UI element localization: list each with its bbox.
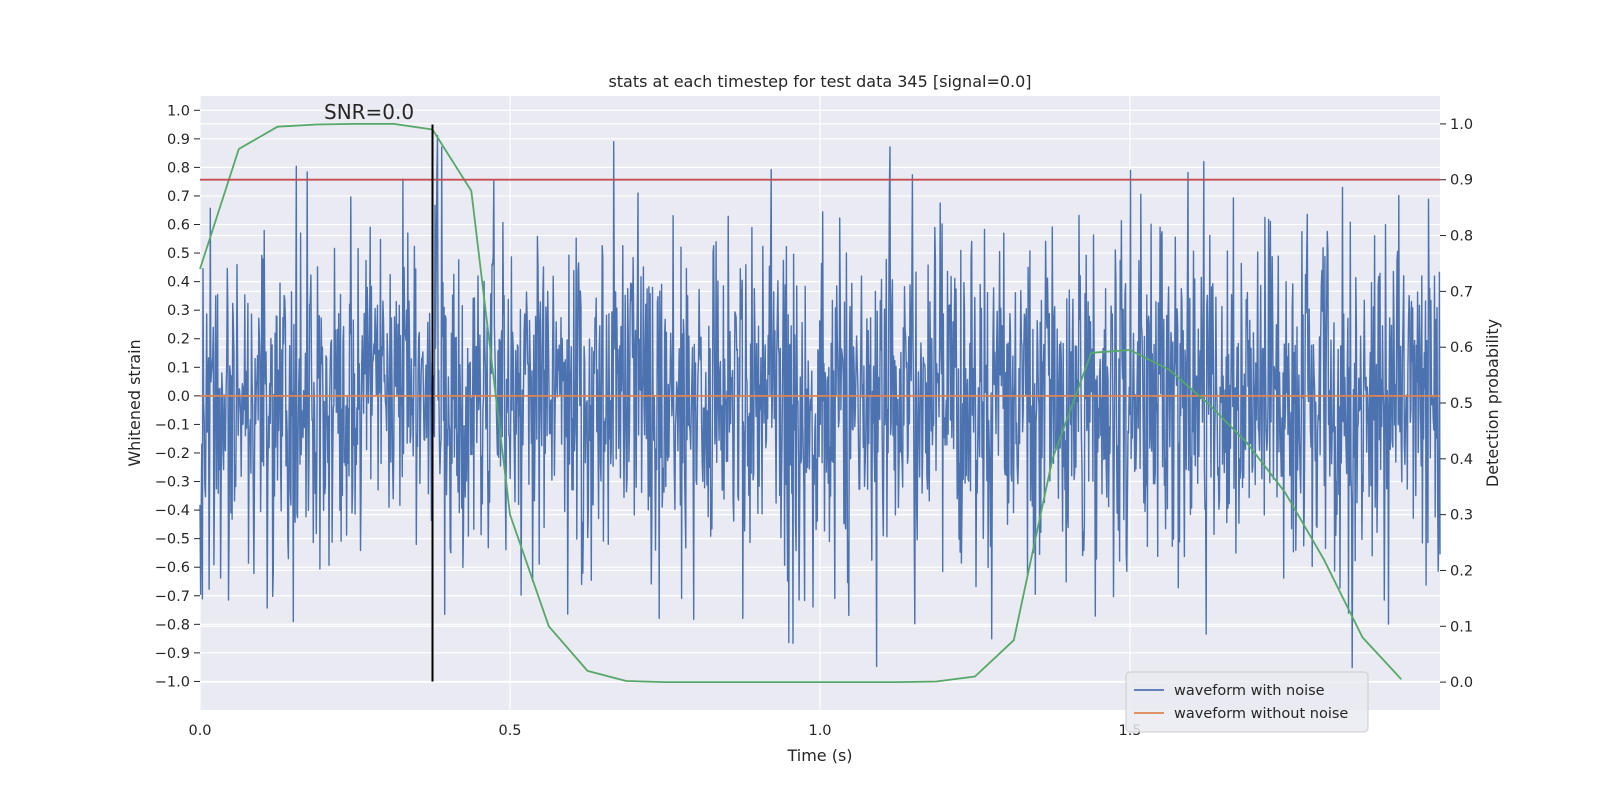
y-right-tick-label: 0.3 bbox=[1450, 508, 1473, 524]
legend-label: waveform without noise bbox=[1174, 706, 1348, 722]
legend-label: waveform with noise bbox=[1174, 683, 1325, 699]
y-axis-right-label: Detection probability bbox=[1483, 319, 1502, 487]
y-left-tick-label: 1.0 bbox=[167, 103, 190, 119]
y-right-tick-label: 0.8 bbox=[1450, 229, 1473, 245]
x-tick-label: 0.0 bbox=[188, 723, 211, 739]
y-right-tick-label: 0.0 bbox=[1450, 675, 1473, 691]
y-left-tick-label: 0.9 bbox=[167, 132, 190, 148]
y-left-tick-label: −0.4 bbox=[155, 503, 190, 519]
y-left-tick-label: −0.2 bbox=[155, 446, 190, 462]
y-left-tick-label: −0.5 bbox=[155, 532, 190, 548]
series-line-detection-probability bbox=[199, 123, 1402, 683]
y-left-tick-label: 0.7 bbox=[167, 189, 190, 205]
y-right-tick-label: 0.4 bbox=[1450, 452, 1473, 468]
y-right-tick-label: 0.9 bbox=[1450, 173, 1473, 189]
y-right-tick-label: 0.7 bbox=[1450, 284, 1473, 300]
y-left-tick-label: −0.9 bbox=[155, 646, 190, 662]
x-tick-label: 0.5 bbox=[498, 723, 521, 739]
y-left-tick-label: 0.5 bbox=[167, 246, 190, 262]
y-left-tick-label: 0.3 bbox=[167, 303, 190, 319]
y-left-tick-label: −0.1 bbox=[155, 417, 190, 433]
series-layer bbox=[199, 123, 1441, 683]
x-tick-label: 1.0 bbox=[808, 723, 831, 739]
y-left-tick-label: −0.3 bbox=[155, 475, 190, 491]
y-axis-left-label: Whitened strain bbox=[125, 339, 144, 466]
y-right-tick-label: 0.5 bbox=[1450, 396, 1473, 412]
y-left-tick-label: 0.0 bbox=[167, 389, 190, 405]
y-right-tick-label: 1.0 bbox=[1450, 117, 1473, 133]
y-left-tick-label: 0.4 bbox=[167, 275, 190, 291]
y-left-tick-label: 0.1 bbox=[167, 360, 190, 376]
series-line-waveform-with-noise bbox=[199, 134, 1441, 669]
y-left-tick-label: 0.2 bbox=[167, 332, 190, 348]
y-right-tick-label: 0.1 bbox=[1450, 619, 1473, 635]
y-left-tick-label: −0.7 bbox=[155, 589, 190, 605]
legend: waveform with noise waveform without nois… bbox=[1125, 671, 1369, 733]
y-left-tick-label: 0.8 bbox=[167, 160, 190, 176]
x-axis-label: Time (s) bbox=[786, 746, 852, 765]
axes-layer: 0.00.51.01.51.00.90.80.70.60.50.40.30.20… bbox=[155, 103, 1473, 739]
y-left-tick-label: −0.8 bbox=[155, 617, 190, 633]
y-right-tick-label: 0.6 bbox=[1450, 340, 1473, 356]
legend-box bbox=[1125, 671, 1369, 733]
y-right-tick-label: 0.2 bbox=[1450, 563, 1473, 579]
chart-title: stats at each timestep for test data 345… bbox=[608, 72, 1031, 91]
snr-annotation: SNR=0.0 bbox=[324, 100, 414, 124]
y-left-tick-label: −1.0 bbox=[155, 674, 190, 690]
y-left-tick-label: −0.6 bbox=[155, 560, 190, 576]
y-left-tick-label: 0.6 bbox=[167, 218, 190, 234]
